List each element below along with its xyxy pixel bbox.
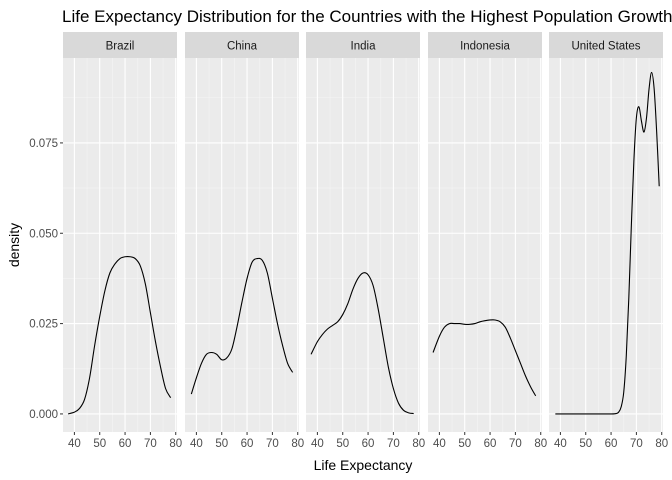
facet-strip (63, 32, 177, 58)
x-tick-label: 40 (190, 438, 203, 450)
y-tick-label: 0.075 (29, 138, 58, 150)
panel-background (185, 58, 299, 432)
facet-china: China 40 50 60 70 80 (185, 32, 304, 450)
x-tick-label: 40 (68, 438, 81, 450)
density-curve-india (310, 272, 414, 415)
x-tick-label: 70 (144, 438, 157, 450)
x-axis-title: Life Expectancy (314, 457, 413, 473)
facet-strip-label: Indonesia (460, 41, 510, 53)
x-tick-label: 60 (605, 438, 618, 450)
panel-background (306, 58, 420, 432)
y-axis-title: density (6, 223, 22, 267)
x-tick-label: 40 (554, 438, 567, 450)
facet-strip-label: United States (571, 41, 640, 53)
x-tick-label: 70 (630, 438, 643, 450)
facet-india: India 40 50 60 70 80 (306, 32, 425, 450)
x-tick-label: 80 (534, 438, 547, 450)
chart-title: Life Expectancy Distribution for the Cou… (62, 7, 672, 26)
x-tick-label: 70 (266, 438, 279, 450)
panel-background (549, 58, 663, 432)
y-axis: 0.000 0.025 0.050 0.075 (29, 138, 63, 421)
facet-indonesia: Indonesia 40 50 60 70 80 (428, 32, 547, 450)
x-tick-label: 50 (336, 438, 349, 450)
y-tick-label: 0.025 (29, 319, 58, 331)
y-tick-label: 0.000 (29, 409, 58, 421)
x-tick-label: 50 (458, 438, 471, 450)
facet-panels: Brazil 40 50 60 70 80 China 40 50 60 70 80 India 40 50… (63, 32, 668, 450)
x-tick-label: 80 (412, 438, 425, 450)
x-tick-label: 60 (484, 438, 497, 450)
facet-strip-label: India (351, 41, 377, 53)
facet-strip (549, 32, 663, 58)
x-tick-label: 40 (311, 438, 324, 450)
panel-background (63, 58, 177, 432)
facet-united-states: United States 40 50 60 70 80 (549, 32, 668, 450)
x-tick-label: 70 (387, 438, 400, 450)
facet-strip (428, 32, 542, 58)
density-curve-united-states (555, 71, 660, 415)
x-tick-label: 80 (291, 438, 304, 450)
facet-strip (185, 32, 299, 58)
x-tick-label: 70 (509, 438, 522, 450)
facet-brazil: Brazil 40 50 60 70 80 (63, 32, 182, 450)
x-tick-label: 60 (119, 438, 132, 450)
density-curve-indonesia (432, 319, 537, 397)
density-curve-china (190, 257, 294, 395)
x-tick-label: 50 (215, 438, 228, 450)
x-tick-label: 60 (362, 438, 375, 450)
x-tick-label: 40 (433, 438, 446, 450)
x-tick-label: 50 (93, 438, 106, 450)
x-tick-label: 80 (169, 438, 182, 450)
facet-strip-label: Brazil (106, 41, 135, 53)
x-tick-label: 50 (579, 438, 592, 450)
facet-strip-label: China (227, 41, 258, 53)
y-tick-label: 0.050 (29, 228, 58, 240)
x-tick-label: 60 (241, 438, 254, 450)
facet-strip (306, 32, 420, 58)
x-tick-label: 80 (655, 438, 668, 450)
density-curve-brazil (67, 255, 172, 415)
